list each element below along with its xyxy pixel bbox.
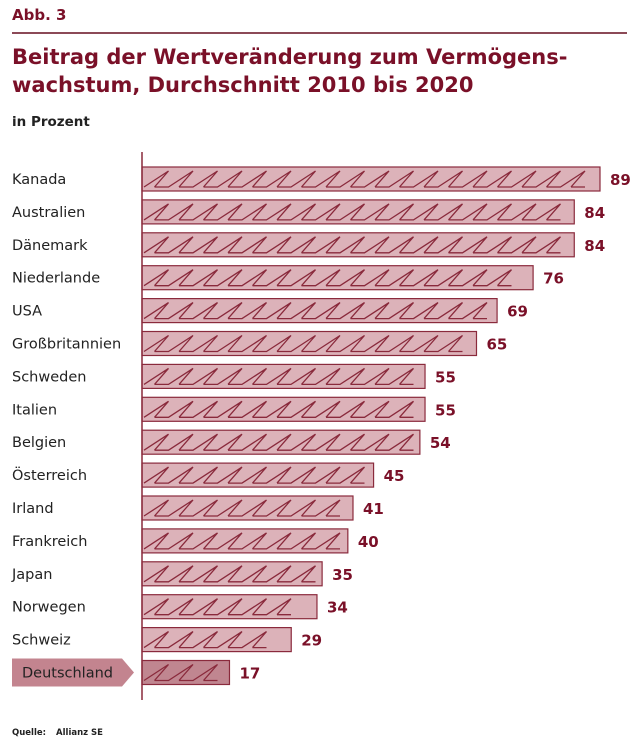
bar (141, 298, 498, 324)
category-label: USA (12, 304, 42, 320)
data-label: 84 (584, 204, 605, 222)
data-label: 89 (610, 171, 631, 189)
data-label: 84 (584, 237, 605, 255)
chart-title: Beitrag der Wertveränderung zum Vermögen… (12, 43, 632, 99)
bar-hatch (143, 663, 218, 682)
highlight-tag (12, 658, 134, 687)
data-label: 54 (430, 434, 451, 452)
category-label: Irland (12, 501, 54, 517)
category-label: Italien (12, 402, 57, 418)
category-label: Deutschland (22, 666, 113, 682)
category-label: Kanada (12, 172, 66, 188)
category-label: Norwegen (12, 600, 86, 616)
data-label: 34 (327, 599, 348, 617)
category-label: Japan (11, 567, 52, 583)
bar-hatch (143, 367, 414, 386)
bar-hatch (143, 631, 267, 649)
data-label: 40 (358, 533, 379, 551)
category-label: Niederlande (12, 271, 100, 287)
source-note: Quelle: Allianz SE (12, 728, 103, 738)
data-label: 55 (435, 368, 456, 386)
data-label: 55 (435, 401, 456, 419)
chart-title-line-2: wachstum, Durchschnitt 2010 bis 2020 (12, 73, 474, 97)
category-label: Dänemark (12, 238, 88, 254)
bar-hatch (143, 400, 414, 418)
bar-hatch (143, 466, 365, 484)
data-label: 29 (301, 632, 322, 650)
source-label: Quelle: (12, 728, 47, 738)
data-label: 17 (239, 665, 260, 683)
figure-label: Abb. 3 (12, 6, 67, 24)
category-label: Schweden (12, 369, 86, 385)
bar-hatch (143, 236, 561, 254)
category-label: Belgien (12, 435, 66, 451)
category-label: Australien (12, 205, 85, 221)
source-value: Allianz SE (56, 728, 103, 738)
bar-hatch (143, 269, 512, 287)
bar-hatch (143, 433, 414, 451)
bar-hatch (143, 565, 316, 583)
bar-hatch (143, 170, 586, 188)
chart-subtitle: in Prozent (12, 114, 90, 130)
bars-group: Kanada 89 Australien 84 Dänemark 84 Niederland… (11, 166, 631, 687)
bar (141, 495, 354, 521)
data-label: 69 (507, 303, 528, 321)
category-label: Österreich (12, 466, 87, 484)
category-label: Schweiz (12, 633, 71, 649)
data-label: 35 (332, 566, 353, 584)
bar-hatch (143, 532, 341, 550)
data-label: 65 (486, 336, 507, 354)
bar-hatch (143, 598, 292, 616)
category-label: Frankreich (12, 534, 87, 550)
bar (141, 528, 349, 554)
data-label: 41 (363, 500, 384, 518)
bar-hatch (143, 334, 463, 353)
bar-hatch (143, 203, 561, 221)
data-label: 76 (543, 270, 564, 288)
header-rule (12, 32, 627, 34)
data-label: 45 (384, 467, 405, 485)
category-label: Großbritannien (12, 337, 121, 353)
bar-hatch (143, 302, 488, 320)
chart-title-line-1: Beitrag der Wertveränderung zum Vermögen… (12, 45, 568, 69)
bar-hatch (143, 499, 341, 517)
